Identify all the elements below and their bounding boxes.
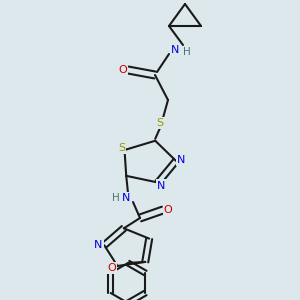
Text: H: H (112, 193, 120, 203)
Text: S: S (156, 118, 164, 128)
Text: N: N (177, 155, 185, 165)
Text: N: N (94, 240, 102, 250)
Text: O: O (107, 263, 116, 273)
Text: O: O (118, 65, 127, 75)
Text: N: N (157, 181, 165, 190)
Text: N: N (171, 45, 179, 55)
Text: N: N (122, 193, 130, 203)
Text: H: H (183, 47, 191, 57)
Text: O: O (164, 205, 172, 215)
Text: S: S (118, 143, 125, 153)
